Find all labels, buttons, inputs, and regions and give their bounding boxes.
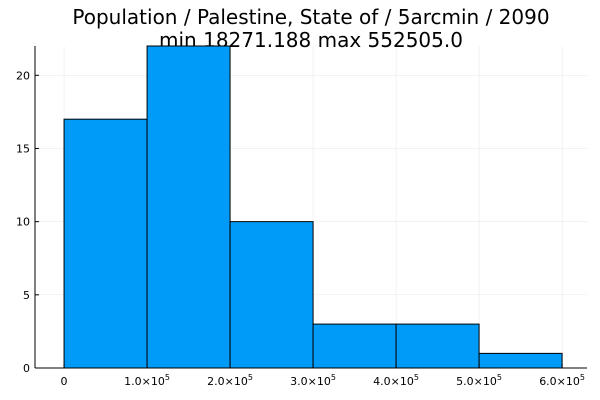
x-tick-label-2: 2.0×105 <box>207 373 253 388</box>
y-tick-label-3: 15 <box>16 142 30 155</box>
x-tick-label-3: 3.0×105 <box>290 373 336 388</box>
x-tick-label-6: 6.0×105 <box>539 373 585 388</box>
y-tick-label-1: 5 <box>23 289 30 302</box>
histogram-bar-2 <box>229 221 314 369</box>
histogram-bars <box>63 45 563 369</box>
y-tick-label-2: 10 <box>16 216 30 229</box>
histogram-bar-5 <box>478 352 563 369</box>
x-tick-label-4: 4.0×105 <box>373 373 419 388</box>
x-tick-label-5: 5.0×105 <box>456 373 502 388</box>
y-axis-ticks: 0 5 10 15 20 <box>16 69 39 375</box>
x-tick-label-1: 1.0×105 <box>124 373 170 388</box>
histogram-bar-3 <box>312 323 397 369</box>
chart-title: Population / Palestine, State of / 5arcm… <box>72 5 549 29</box>
x-tick-label-0: 0 <box>61 375 68 388</box>
histogram-bar-4 <box>395 323 480 369</box>
histogram-bar-1 <box>146 45 231 369</box>
y-tick-label-4: 20 <box>16 69 30 82</box>
x-axis-ticks: 0 1.0×105 2.0×105 3.0×105 4.0×105 5.0×105 6.0×… <box>61 364 585 388</box>
histogram-bar-0 <box>63 118 148 369</box>
axes <box>34 46 587 369</box>
y-tick-label-0: 0 <box>23 362 30 375</box>
